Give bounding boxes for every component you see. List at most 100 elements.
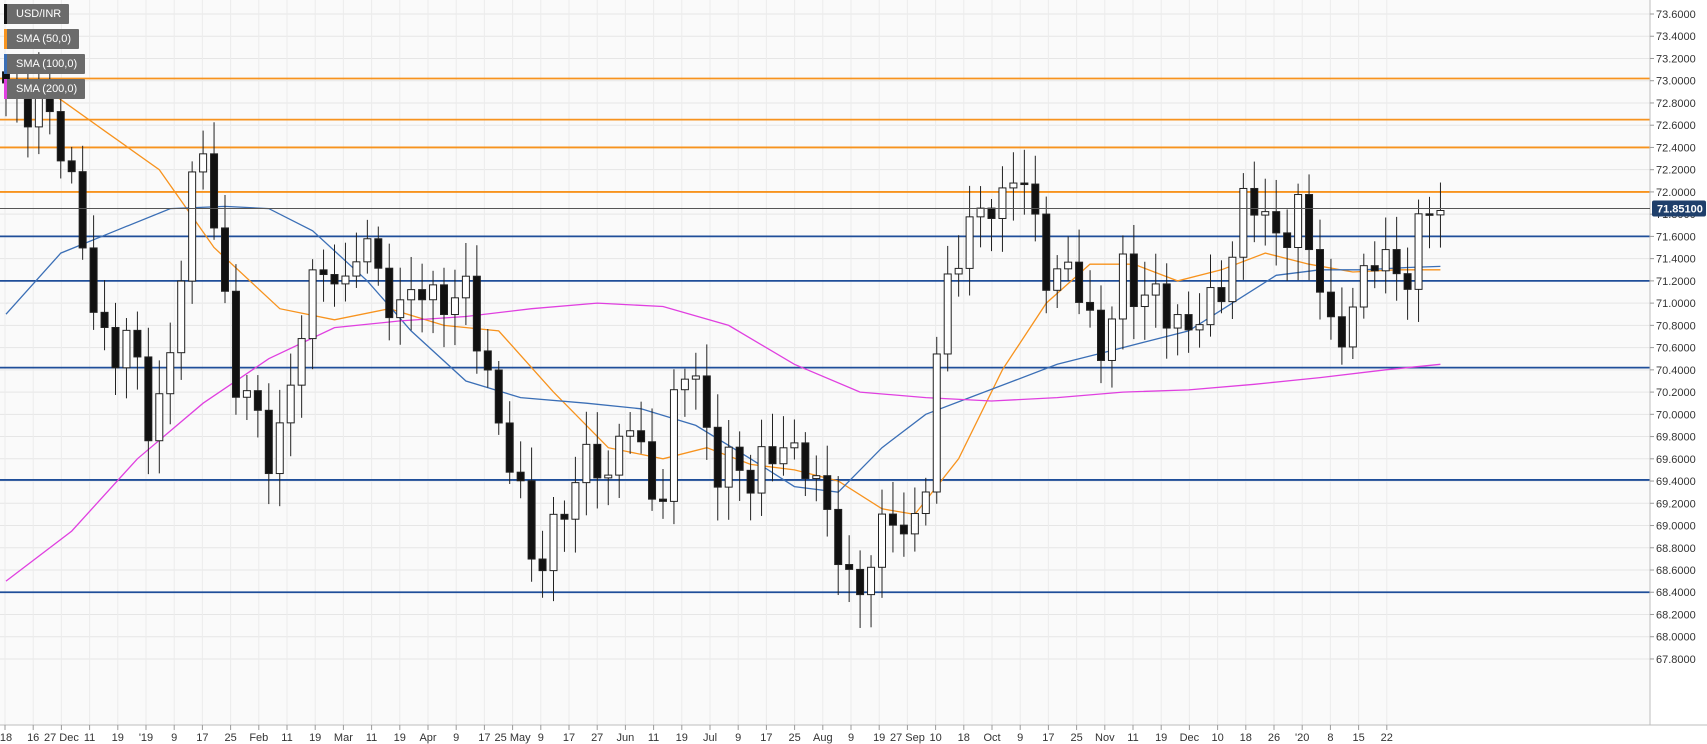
candle-body [987, 207, 996, 219]
candle-body [341, 275, 350, 285]
candle-body [637, 430, 646, 443]
x-tick-label: '20 [1295, 732, 1309, 744]
candle-body [133, 329, 142, 358]
candle-body [582, 443, 591, 484]
x-tick-label: 10 [1211, 732, 1223, 744]
legend-label: SMA (200,0) [16, 83, 78, 95]
candle-body [1118, 253, 1127, 320]
x-tick-label: '18 [0, 732, 12, 744]
y-axis: 73.6000 73.4000 73.2000 73.0000 72.8000 72.60… [1650, 9, 1696, 666]
y-tick-label: 70.6000 [1656, 343, 1696, 355]
x-tick-label: 25 [224, 732, 236, 744]
candle-body [516, 471, 525, 482]
candle-body [210, 153, 219, 229]
x-tick-label: 19 [394, 732, 406, 744]
candle-body [352, 261, 361, 277]
candle-body [757, 446, 766, 494]
legend-item-usdinr[interactable]: USD/INR [4, 4, 70, 24]
y-tick-label: 72.2000 [1656, 165, 1696, 177]
candle-body [286, 384, 295, 424]
x-tick-label: 19 [873, 732, 885, 744]
x-tick-label: 19 [676, 732, 688, 744]
candle-body [1064, 261, 1073, 270]
y-tick-label: 72.4000 [1656, 142, 1696, 154]
candle-body [440, 284, 448, 316]
candle-body [932, 353, 941, 493]
candle-body [450, 297, 459, 316]
candle-body [461, 275, 470, 299]
candle-body [494, 369, 503, 424]
candle-body [100, 311, 109, 328]
candle-body [297, 338, 306, 386]
y-tick-label: 68.2000 [1656, 609, 1696, 621]
candle-body [1305, 194, 1314, 251]
legend-item-sma-200[interactable]: SMA (200,0) [4, 79, 86, 99]
candle-body [965, 216, 974, 269]
x-tick-label: 19 [112, 732, 124, 744]
x-tick-label: 25 May [495, 732, 532, 744]
candle-body [188, 171, 197, 282]
y-tick-label: 70.0000 [1656, 409, 1696, 421]
candle-body [910, 513, 919, 535]
candle-body [1020, 182, 1029, 186]
candle-body [1162, 283, 1171, 329]
x-tick-label: Jul [703, 732, 717, 744]
candle-body [659, 498, 667, 502]
candle-body [472, 275, 481, 352]
candle-body [1272, 211, 1281, 234]
candle-body [1414, 213, 1423, 290]
y-tick-label: 68.4000 [1656, 587, 1696, 599]
y-tick-label: 68.6000 [1656, 565, 1696, 577]
candle-body [429, 284, 438, 301]
candle-body [1294, 194, 1303, 248]
y-tick-label: 71.4000 [1656, 254, 1696, 266]
x-tick-label: 9 [453, 732, 459, 744]
x-tick-label: 27 Sep [890, 732, 925, 744]
x-tick-label: 22 [1381, 732, 1393, 744]
y-tick-label: 73.0000 [1656, 76, 1696, 88]
last-price-marker: 71.85100 [0, 200, 1706, 217]
candle-body [221, 227, 229, 292]
x-tick-label: 27 [591, 732, 603, 744]
candle-body [242, 390, 251, 398]
candle-body [275, 422, 284, 475]
candle-body [626, 430, 635, 437]
candle-body [680, 378, 689, 391]
candle-body [122, 329, 131, 369]
y-tick-label: 73.6000 [1656, 9, 1696, 21]
candle-body [1392, 249, 1401, 275]
candle-body [1261, 211, 1270, 216]
y-tick-label: 73.2000 [1656, 53, 1696, 65]
candle-body [385, 267, 394, 319]
candle-body [856, 568, 865, 596]
candle-body [593, 443, 602, 479]
x-tick-label: 11 [1127, 732, 1138, 744]
candle-body [1053, 268, 1062, 291]
legend: USD/INR SMA (50,0) SMA (100,0) SMA (200,… [4, 4, 86, 104]
x-tick-label: 16 [27, 732, 39, 744]
x-tick-label: Oct [983, 732, 1000, 744]
x-tick-label: 9 [1017, 732, 1023, 744]
candle-body [691, 375, 700, 380]
y-tick-label: 69.2000 [1656, 498, 1696, 510]
candle-body [363, 238, 372, 263]
y-tick-label: 71.6000 [1656, 231, 1696, 243]
legend-label: SMA (50,0) [16, 33, 72, 45]
candle-body [1239, 187, 1248, 258]
candle-body [943, 273, 952, 355]
y-tick-label: 70.4000 [1656, 365, 1696, 377]
candle-body [998, 187, 1007, 219]
legend-swatch [4, 4, 7, 24]
candle-body [1403, 273, 1412, 290]
x-tick-label: 11 [84, 732, 95, 744]
x-tick-label: 10 [929, 732, 941, 744]
candle-body [560, 513, 569, 520]
x-tick-label: 26 [1268, 732, 1280, 744]
legend-item-sma-50[interactable]: SMA (50,0) [4, 29, 80, 49]
x-tick-label: 17 [196, 732, 208, 744]
legend-item-sma-100[interactable]: SMA (100,0) [4, 54, 86, 74]
x-tick-label: 9 [735, 732, 741, 744]
y-tick-label: 67.8000 [1656, 654, 1696, 666]
candle-body [396, 299, 405, 319]
candle-body [1140, 294, 1149, 308]
